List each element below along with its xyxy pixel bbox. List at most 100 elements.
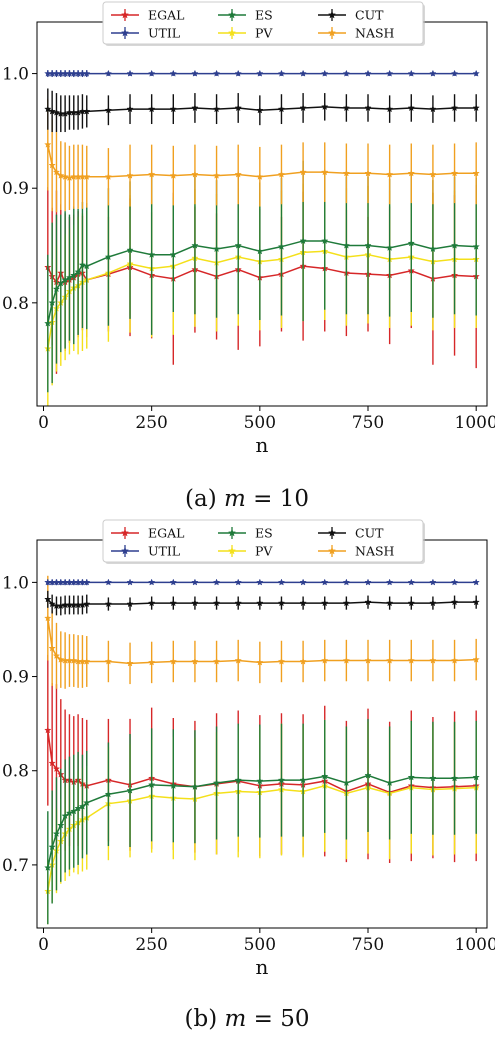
data-point xyxy=(472,773,480,781)
x-tick-label: 250 xyxy=(135,935,167,955)
legend-marker xyxy=(327,10,337,19)
data-point xyxy=(321,69,329,77)
data-point xyxy=(52,108,61,116)
data-point xyxy=(104,253,113,261)
series-util xyxy=(44,69,480,78)
data-point xyxy=(70,807,78,815)
legend-marker xyxy=(327,528,337,537)
data-point xyxy=(191,170,199,178)
data-point xyxy=(277,599,286,607)
data-point xyxy=(385,69,394,77)
y-tick-label: 1.0 xyxy=(2,573,29,593)
data-point xyxy=(299,578,307,586)
data-point xyxy=(169,105,178,113)
data-point xyxy=(126,578,134,586)
x-tick-label: 750 xyxy=(352,413,384,433)
data-point xyxy=(342,578,351,586)
data-point xyxy=(472,169,480,177)
data-point xyxy=(104,578,113,586)
data-point xyxy=(299,657,307,665)
data-point xyxy=(104,106,113,114)
data-point xyxy=(52,285,61,293)
data-point xyxy=(472,655,480,663)
data-point xyxy=(61,812,69,820)
data-point xyxy=(321,772,329,780)
data-point xyxy=(74,804,82,812)
data-point xyxy=(126,786,134,794)
legend-label: CUT xyxy=(355,526,384,541)
data-point xyxy=(48,161,56,169)
y-tick-label: 0.9 xyxy=(2,668,29,688)
data-point xyxy=(299,776,307,784)
data-point xyxy=(429,656,437,664)
data-point xyxy=(234,656,242,664)
legend-label: NASH xyxy=(355,26,395,41)
data-point xyxy=(256,578,264,586)
data-point xyxy=(147,578,156,586)
data-point xyxy=(277,170,286,178)
data-point xyxy=(191,578,199,586)
data-point xyxy=(385,170,394,178)
data-point xyxy=(147,599,156,607)
data-point xyxy=(342,779,351,787)
data-point xyxy=(277,578,286,586)
data-point xyxy=(61,275,69,284)
data-point xyxy=(147,780,156,789)
data-point xyxy=(342,599,351,607)
data-point xyxy=(169,171,178,179)
data-point xyxy=(83,107,91,115)
data-point xyxy=(321,168,329,176)
data-point xyxy=(52,651,61,659)
data-point xyxy=(256,658,264,666)
data-point xyxy=(44,726,52,734)
data-point xyxy=(450,104,459,112)
data-point xyxy=(44,863,52,871)
data-point xyxy=(450,578,459,586)
data-point xyxy=(83,600,91,608)
data-point xyxy=(48,298,56,306)
data-point xyxy=(104,600,113,608)
data-point xyxy=(321,237,329,245)
legend-item-nash: NASH xyxy=(318,544,395,559)
series-util xyxy=(44,578,480,586)
data-point xyxy=(450,241,459,249)
data-point xyxy=(126,69,134,77)
x-tick-label: 1000 xyxy=(455,413,495,433)
data-point xyxy=(126,246,134,254)
data-point xyxy=(52,764,61,773)
x-tick-label: 250 xyxy=(135,413,167,433)
legend: EGAL ES CUT UTIL PV NASH xyxy=(102,519,425,564)
data-point xyxy=(364,104,372,112)
data-point xyxy=(256,247,264,255)
data-point xyxy=(429,578,437,586)
data-point xyxy=(212,245,221,253)
legend-label: ES xyxy=(255,8,273,23)
data-point xyxy=(48,644,56,652)
legend-marker xyxy=(327,546,337,555)
data-point xyxy=(83,657,91,665)
data-point xyxy=(256,599,264,607)
legend-marker xyxy=(120,528,130,537)
data-point xyxy=(169,657,178,665)
data-point xyxy=(321,102,329,110)
data-point xyxy=(57,655,65,663)
data-point xyxy=(48,843,56,851)
data-point xyxy=(299,104,307,112)
data-point xyxy=(277,776,286,784)
legend-item-util: UTIL xyxy=(111,544,180,559)
data-point xyxy=(342,241,351,249)
legend-label: ES xyxy=(255,526,273,541)
legend-item-cut: CUT xyxy=(318,8,384,23)
caption: (b) m = 50 xyxy=(185,1006,310,1032)
x-tick-label: 750 xyxy=(352,935,384,955)
data-point xyxy=(52,168,61,176)
data-point xyxy=(407,239,415,247)
series-es xyxy=(44,718,480,925)
data-point xyxy=(450,69,459,77)
x-tick-label: 500 xyxy=(244,413,276,433)
data-point xyxy=(212,599,221,607)
data-point xyxy=(169,781,178,789)
data-point xyxy=(472,598,480,606)
legend-item-es: ES xyxy=(218,8,273,23)
data-point xyxy=(191,69,199,77)
